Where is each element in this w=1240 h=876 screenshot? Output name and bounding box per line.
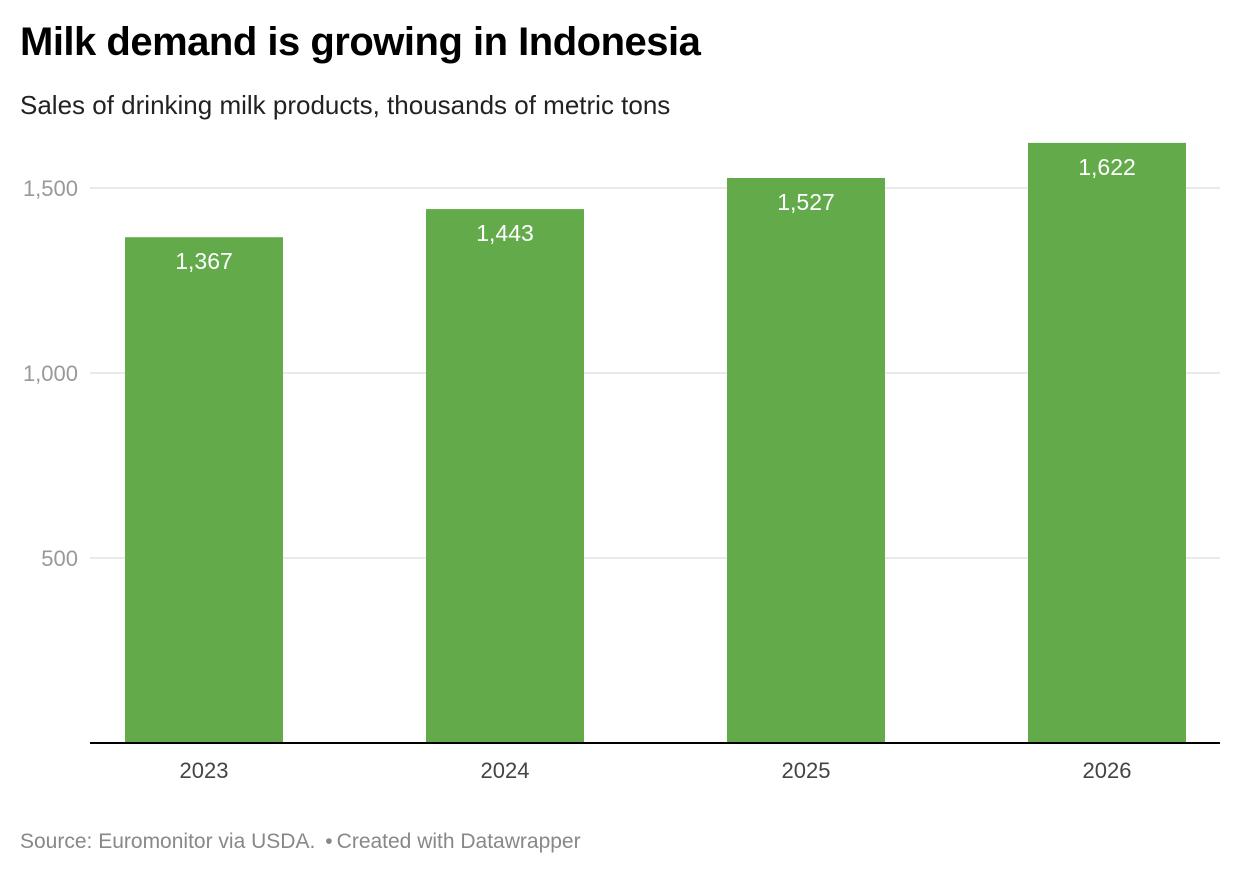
data-label-2025: 1,527	[777, 189, 835, 215]
footer: Source: Euromonitor via USDA. • Created wi…	[20, 830, 581, 854]
source-note: Source: Euromonitor via USDA.	[20, 830, 316, 853]
bar-2023	[125, 237, 283, 743]
chart-subtitle: Sales of drinking milk products, thousan…	[20, 90, 671, 120]
y-tick-label: 1,500	[23, 176, 78, 201]
bar-2024	[426, 209, 584, 744]
x-tick-label-2025: 2025	[782, 758, 831, 783]
bars	[125, 142, 1186, 744]
data-labels: 1,367 1,443 1,527 1,622	[175, 154, 1136, 274]
y-tick-label: 1,000	[23, 361, 78, 386]
y-tick-label: 500	[41, 546, 78, 571]
x-tick-label-2026: 2026	[1083, 758, 1132, 783]
chart-title: Milk demand is growing in Indonesia	[20, 20, 701, 64]
bar-2025	[727, 178, 885, 743]
axes: 500 1,000 1,500 2023 2024 2025 2026	[23, 176, 1220, 783]
bar-2026	[1028, 142, 1186, 744]
credit-note: Created with Datawrapper	[336, 830, 581, 853]
x-tick-label-2024: 2024	[481, 758, 530, 783]
data-label-2023: 1,367	[175, 248, 233, 274]
x-tick-label-2023: 2023	[180, 758, 229, 783]
data-label-2026: 1,622	[1078, 154, 1136, 180]
data-label-2024: 1,443	[476, 220, 534, 246]
footer-separator: •	[325, 830, 333, 853]
